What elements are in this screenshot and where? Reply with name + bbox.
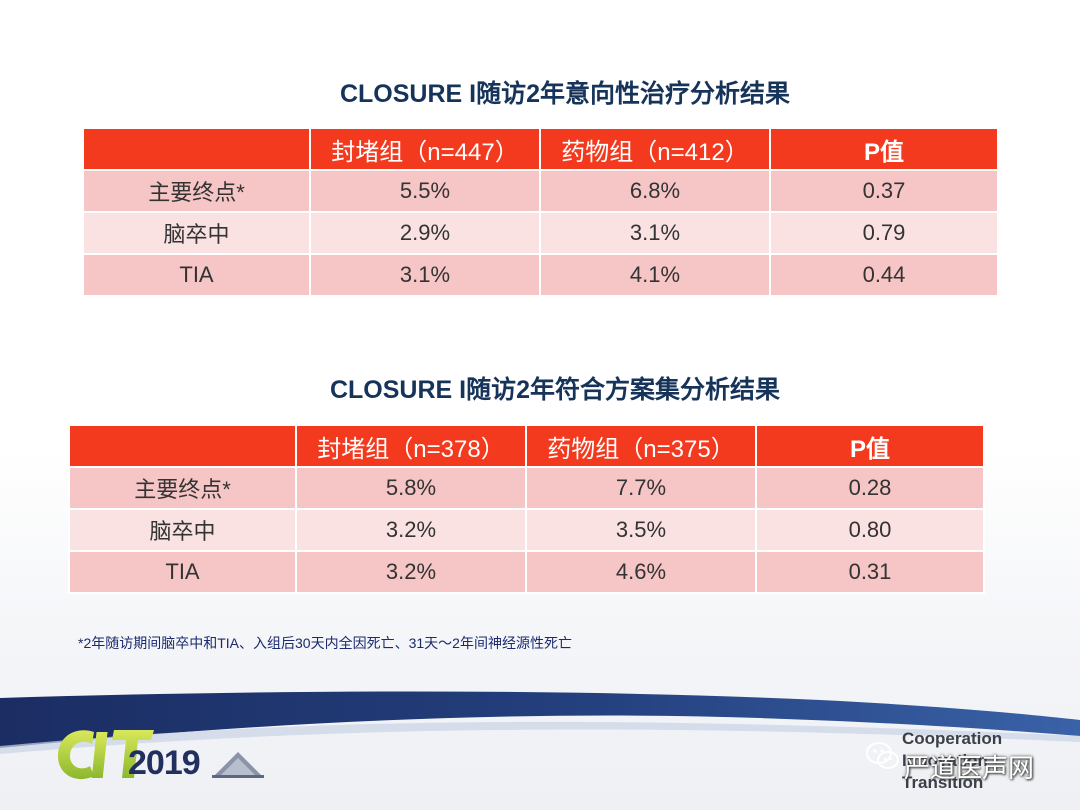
table-row: 主要终点* 5.8% 7.7% 0.28 <box>68 466 985 510</box>
cell-occluder: 3.2% <box>295 508 527 552</box>
logo-year: 2019 <box>128 744 201 782</box>
table-row: TIA 3.1% 4.1% 0.44 <box>82 253 999 297</box>
table-row: TIA 3.2% 4.6% 0.31 <box>68 550 985 594</box>
row-label: 主要终点* <box>82 169 311 213</box>
cell-occluder: 3.1% <box>309 253 541 297</box>
cell-p: 0.31 <box>755 550 985 594</box>
cell-drug: 6.8% <box>539 169 771 213</box>
building-icon <box>212 752 264 778</box>
cell-drug: 3.1% <box>539 211 771 255</box>
table-row: 主要终点* 5.5% 6.8% 0.37 <box>82 169 999 213</box>
table-header-row: 封堵组（n=447） 药物组（n=412） P值 <box>82 127 999 171</box>
header-drug-group: 药物组（n=412） <box>539 127 771 171</box>
header-p-value: P值 <box>769 127 999 171</box>
header-drug-group: 药物组（n=375） <box>525 424 757 468</box>
cell-drug: 4.1% <box>539 253 771 297</box>
itt-results-table: 封堵组（n=447） 药物组（n=412） P值 主要终点* 5.5% 6.8%… <box>82 127 999 297</box>
coop-line-3: Transition <box>902 773 984 792</box>
cell-occluder: 3.2% <box>295 550 527 594</box>
cell-drug: 4.6% <box>525 550 757 594</box>
table-row: 脑卒中 2.9% 3.1% 0.79 <box>82 211 999 255</box>
cell-occluder: 5.8% <box>295 466 527 510</box>
cell-occluder: 2.9% <box>309 211 541 255</box>
per-protocol-results-table: 封堵组（n=378） 药物组（n=375） P值 主要终点* 5.8% 7.7%… <box>68 424 985 594</box>
row-label: 主要终点* <box>68 466 297 510</box>
cell-p: 0.37 <box>769 169 999 213</box>
cell-occluder: 5.5% <box>309 169 541 213</box>
cell-p: 0.28 <box>755 466 985 510</box>
header-p-value: P值 <box>755 424 985 468</box>
header-occluder-group: 封堵组（n=447） <box>309 127 541 171</box>
cell-p: 0.79 <box>769 211 999 255</box>
footnote: *2年随访期间脑卒中和TIA、入组后30天内全因死亡、31天～2年间神经源性死亡 <box>78 635 572 651</box>
watermark-text: 严道医声网 <box>904 753 1035 783</box>
wechat-icon <box>866 742 899 769</box>
cell-drug: 3.5% <box>525 508 757 552</box>
coop-line-1: Cooperation <box>902 729 1003 748</box>
coop-line-2: Innovation <box>902 751 988 770</box>
cell-p: 0.44 <box>769 253 999 297</box>
row-label: 脑卒中 <box>68 508 297 552</box>
table1-title: CLOSURE I随访2年意向性治疗分析结果 <box>339 80 791 108</box>
row-label: TIA <box>68 550 297 594</box>
table-header-row: 封堵组（n=378） 药物组（n=375） P值 <box>68 424 985 468</box>
header-empty-cell <box>68 424 297 468</box>
footer-wave-band <box>0 691 1080 754</box>
row-label: 脑卒中 <box>82 211 311 255</box>
table-row: 脑卒中 3.2% 3.5% 0.80 <box>68 508 985 552</box>
cooperation-innovation-transition-logo: Cooperation Innovation Transition <box>902 728 1002 794</box>
table2-title: CLOSURE I随访2年符合方案集分析结果 <box>329 376 781 404</box>
cit-logo-mark <box>58 730 154 780</box>
header-occluder-group: 封堵组（n=378） <box>295 424 527 468</box>
header-empty-cell <box>82 127 311 171</box>
cell-p: 0.80 <box>755 508 985 552</box>
row-label: TIA <box>82 253 311 297</box>
cell-drug: 7.7% <box>525 466 757 510</box>
